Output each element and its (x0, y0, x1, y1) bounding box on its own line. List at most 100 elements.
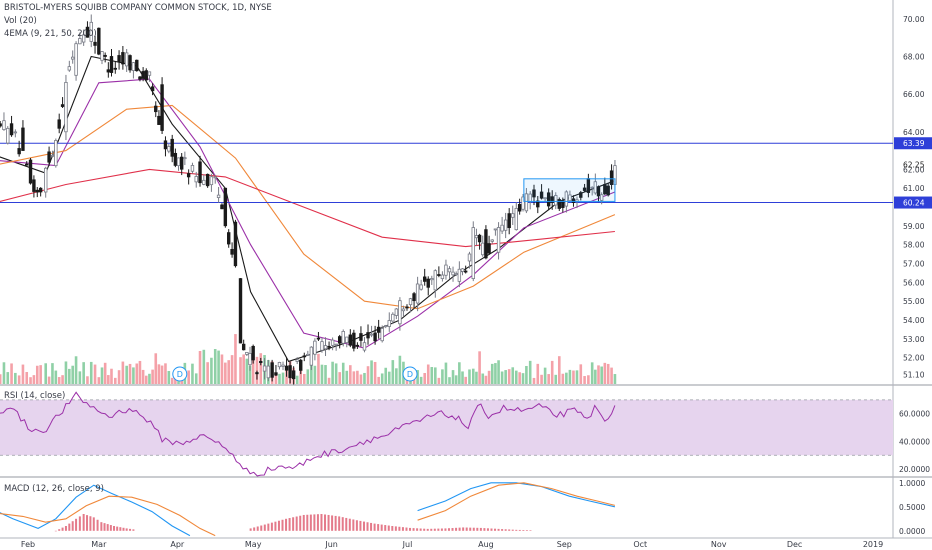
volume-bar (398, 355, 402, 384)
volume-bar (47, 376, 51, 384)
macd-hist-bar (281, 519, 284, 531)
volume-bar (484, 375, 488, 384)
candle-body (433, 270, 438, 291)
macd-hist-bar (253, 527, 256, 531)
volume-bar (444, 362, 448, 384)
macd-hist-bar (518, 529, 521, 531)
volume-bar (57, 377, 61, 384)
candle-body (426, 278, 430, 288)
volume-bar (587, 375, 590, 384)
volume-bar (454, 375, 458, 384)
macd-hist-bar (525, 530, 528, 531)
candle-body (603, 184, 607, 195)
macd-hist-bar (458, 527, 461, 531)
level-lines[interactable] (0, 142, 893, 204)
macd-hist-bar (529, 530, 532, 531)
x-tick-label: Dec (787, 540, 802, 549)
candle-body (113, 67, 117, 70)
volume-bar (281, 372, 285, 384)
volume-bar (32, 375, 36, 384)
time-axis[interactable]: Feb Mar Apr May Jun Jul Aug Sep Oct Nov Dec 2019 (21, 540, 883, 549)
candle-body (306, 353, 310, 356)
volume-bar (132, 367, 135, 384)
candle-body (128, 55, 132, 71)
candle-body (183, 157, 187, 160)
volume-bar (579, 364, 583, 384)
candle-body (194, 176, 198, 183)
volume-bar (148, 373, 151, 384)
rsi-band (0, 399, 893, 456)
volume-bar (191, 363, 194, 384)
x-tick-label: Jul (402, 540, 413, 549)
volume-bar (164, 363, 167, 384)
candle-body (6, 127, 10, 144)
volume-bar (597, 365, 600, 384)
candle-body (121, 52, 125, 65)
candle-body (394, 308, 399, 316)
candle-body (216, 194, 221, 199)
candle-body (345, 336, 349, 343)
macd-hist-bar (316, 514, 319, 531)
macd-hist-bar (511, 529, 514, 531)
candle-body (500, 224, 504, 232)
volume-bar (377, 376, 380, 384)
macd-hist-bar (366, 522, 369, 531)
volume-bar (356, 370, 359, 384)
candle-body (366, 332, 370, 339)
volume-bar (121, 361, 125, 384)
candle-body (288, 365, 292, 379)
price-axis[interactable]: 70.00 68.00 66.00 64.00 62.00 61.00 59.00 58.00… (894, 15, 932, 536)
volume-bar (35, 365, 39, 384)
volume-bar (74, 356, 78, 384)
level-badge-label: 60.24 (903, 199, 925, 208)
signal-line (417, 482, 616, 521)
macd-hist-bar (75, 518, 78, 531)
candle-body (430, 278, 434, 281)
candle-body (561, 200, 565, 208)
volume-bar (338, 372, 341, 384)
macd-tick-label: 0.0000 (899, 527, 925, 536)
candle-body (471, 227, 475, 279)
macd-hist-bar (412, 528, 415, 531)
volume-bar (478, 351, 481, 384)
macd-pane[interactable] (0, 482, 616, 537)
volume-bar (334, 363, 338, 384)
candle-body (131, 62, 136, 71)
volume-bar (419, 376, 423, 384)
candle-body (9, 123, 14, 136)
candle-body (70, 56, 75, 60)
x-tick-label: Mar (91, 540, 107, 549)
volume-bar (259, 353, 263, 384)
macd-hist-bar (78, 516, 81, 531)
candle-body (521, 196, 525, 210)
macd-hist-bar (274, 521, 277, 531)
macd-hist-bar (299, 515, 302, 531)
macd-hist-bar (327, 514, 330, 531)
macd-hist-bar (401, 527, 404, 531)
macd-hist-bar (302, 514, 305, 531)
candle-body (44, 167, 48, 193)
volume-bar (110, 368, 113, 384)
volume-bar (514, 370, 518, 384)
candle-body (291, 370, 296, 380)
candle-body (391, 313, 395, 322)
candle-body (503, 219, 508, 231)
volume-bar (93, 364, 97, 384)
volume-bar (125, 365, 128, 384)
macd-tick-label: 1.0000 (899, 479, 925, 488)
candle-body (582, 187, 587, 191)
rsi-pane[interactable] (0, 391, 893, 477)
volume-bar (366, 366, 370, 384)
macd-line (0, 484, 191, 537)
rsi-tick-label: 20.0000 (899, 465, 930, 474)
macd-hist-bar (380, 524, 383, 531)
macd-hist-bar (370, 522, 373, 531)
candle-body (477, 234, 482, 243)
volume-bar (554, 374, 558, 384)
consolidation-box[interactable] (523, 178, 616, 202)
candle-body (100, 51, 104, 61)
candle-body (355, 344, 360, 347)
